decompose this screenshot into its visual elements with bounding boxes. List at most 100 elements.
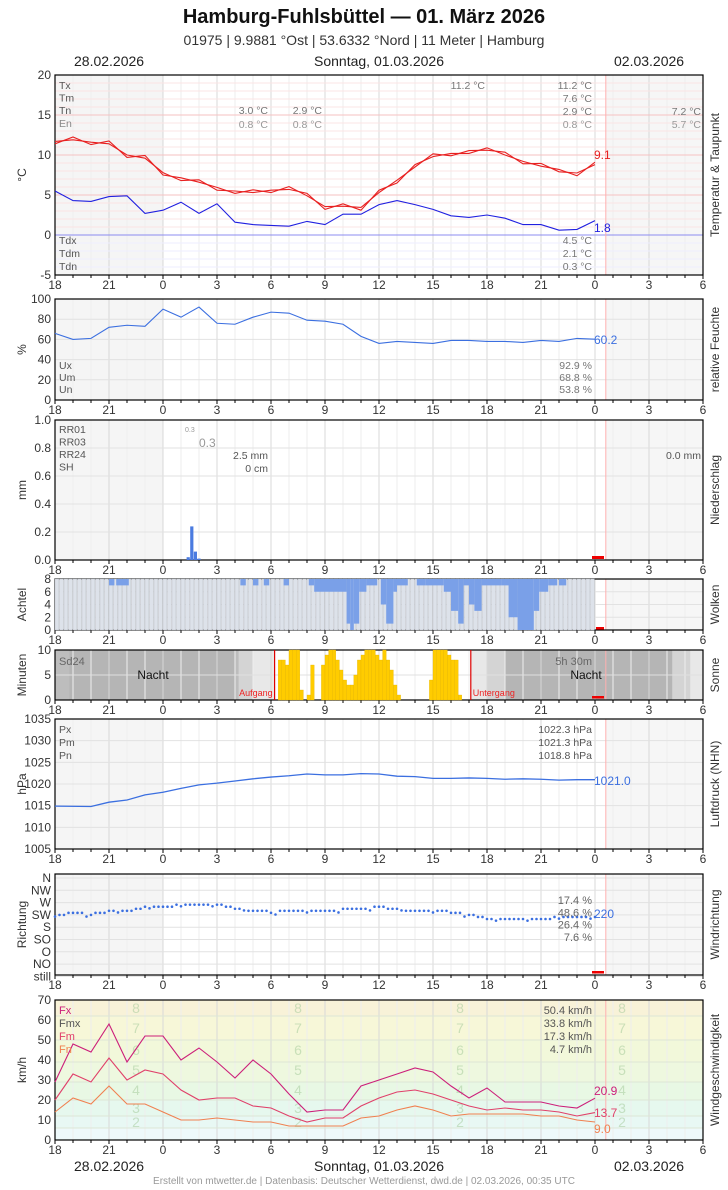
date-left-bottom: 28.02.2026 xyxy=(74,1158,145,1174)
direction-point xyxy=(548,917,552,921)
beaufort-label: 5 xyxy=(132,1062,140,1078)
label: 1022.3 hPa xyxy=(538,724,592,736)
y-tick: 20 xyxy=(38,1093,52,1107)
x-tick: 0 xyxy=(160,633,167,647)
x-tick: 18 xyxy=(480,703,494,717)
cloud-bar xyxy=(253,579,259,586)
label: Um xyxy=(59,372,76,384)
sun-bar xyxy=(436,649,441,701)
direction-point xyxy=(148,907,151,910)
x-tick: 21 xyxy=(534,703,548,717)
label: 92.9 % xyxy=(559,360,592,372)
direction-point xyxy=(431,911,435,914)
cloud-bar xyxy=(380,579,387,605)
direction-point xyxy=(233,907,237,911)
x-tick: 3 xyxy=(646,563,653,577)
x-tick: 0 xyxy=(160,1143,167,1157)
now-marker xyxy=(592,556,604,559)
precip-bar xyxy=(197,558,201,560)
y-axis-label: % xyxy=(15,344,29,355)
direction-point xyxy=(130,909,133,913)
current-humidity: 60.2 xyxy=(594,333,618,347)
night-label: Nacht xyxy=(137,668,169,682)
footer-credit: Erstellt von mtwetter.de | Datenbasis: D… xyxy=(153,1176,575,1187)
panel-title: Luftdruck (NHN) xyxy=(708,741,722,828)
direction-point xyxy=(364,907,367,911)
x-tick: 3 xyxy=(214,1143,221,1157)
direction-point xyxy=(53,915,57,918)
precip-bar xyxy=(186,557,190,560)
direction-point xyxy=(80,911,84,915)
beaufort-label: 6 xyxy=(618,1042,626,1058)
current-pressure: 1021.0 xyxy=(594,774,631,788)
direction-point xyxy=(503,917,507,921)
x-tick: 3 xyxy=(214,278,221,292)
label: 0.0 mm xyxy=(666,450,701,462)
direction-point xyxy=(94,911,97,915)
x-tick: 15 xyxy=(426,1143,440,1157)
x-tick: 3 xyxy=(214,852,221,866)
x-tick: 21 xyxy=(102,852,116,866)
label: 2.5 mm xyxy=(233,450,268,462)
x-tick: 18 xyxy=(48,852,62,866)
x-tick: 6 xyxy=(700,852,707,866)
x-tick: 15 xyxy=(426,563,440,577)
beaufort-label: 7 xyxy=(294,1020,302,1036)
direction-point xyxy=(260,909,264,913)
x-tick: 6 xyxy=(700,403,707,417)
direction-tick: O xyxy=(42,945,51,959)
direction-point xyxy=(395,907,399,911)
label: Px xyxy=(59,724,72,736)
direction-point xyxy=(283,909,286,913)
direction-point xyxy=(557,917,561,920)
x-tick: 18 xyxy=(48,403,62,417)
series-line xyxy=(54,1022,596,1113)
x-tick: 18 xyxy=(48,278,62,292)
label: 0.3 xyxy=(185,427,195,434)
x-tick: 12 xyxy=(372,1143,386,1157)
y-tick: 1020 xyxy=(24,777,51,791)
cloud-bar xyxy=(346,579,351,624)
label: 53.8 % xyxy=(559,384,592,396)
cloud-bar xyxy=(416,579,426,586)
x-tick: 0 xyxy=(160,852,167,866)
label: Tdm xyxy=(59,248,80,260)
sun-bar xyxy=(321,664,326,701)
y-tick: 5 xyxy=(44,188,51,202)
y-axis-label: mm xyxy=(15,480,29,500)
sun-bar xyxy=(386,659,390,701)
direction-point xyxy=(512,917,516,921)
label: Sd24 xyxy=(59,656,85,668)
direction-point xyxy=(166,905,169,908)
x-tick: 21 xyxy=(534,633,548,647)
direction-point xyxy=(553,915,556,919)
y-tick: 50 xyxy=(38,1033,52,1047)
beaufort-label: 8 xyxy=(132,1000,140,1016)
direction-point xyxy=(584,915,588,919)
label: Fm xyxy=(59,1031,75,1043)
sun-bar xyxy=(285,664,290,701)
y-tick: 70 xyxy=(38,993,52,1007)
sun-bar xyxy=(389,669,394,701)
label: Tdn xyxy=(59,261,77,273)
series-line xyxy=(54,1057,596,1123)
label: 11.2 °C xyxy=(451,80,486,92)
direction-point xyxy=(247,909,250,913)
x-tick: 0 xyxy=(160,403,167,417)
direction-point xyxy=(382,905,385,908)
series-line xyxy=(54,306,596,345)
sun-bar xyxy=(458,694,462,701)
cloud-bar xyxy=(109,579,115,586)
direction-tick: SW xyxy=(32,908,52,922)
cloud-bar xyxy=(116,579,129,586)
y-tick: 0 xyxy=(44,228,51,242)
sun-bar xyxy=(371,649,376,701)
panel-title: Windrichtung xyxy=(708,889,722,959)
y-tick: 1010 xyxy=(24,820,51,834)
x-tick: 3 xyxy=(646,852,653,866)
x-tick: 15 xyxy=(426,703,440,717)
x-tick: 6 xyxy=(700,978,707,992)
beaufort-label: 3 xyxy=(132,1100,140,1116)
x-tick: 18 xyxy=(480,978,494,992)
